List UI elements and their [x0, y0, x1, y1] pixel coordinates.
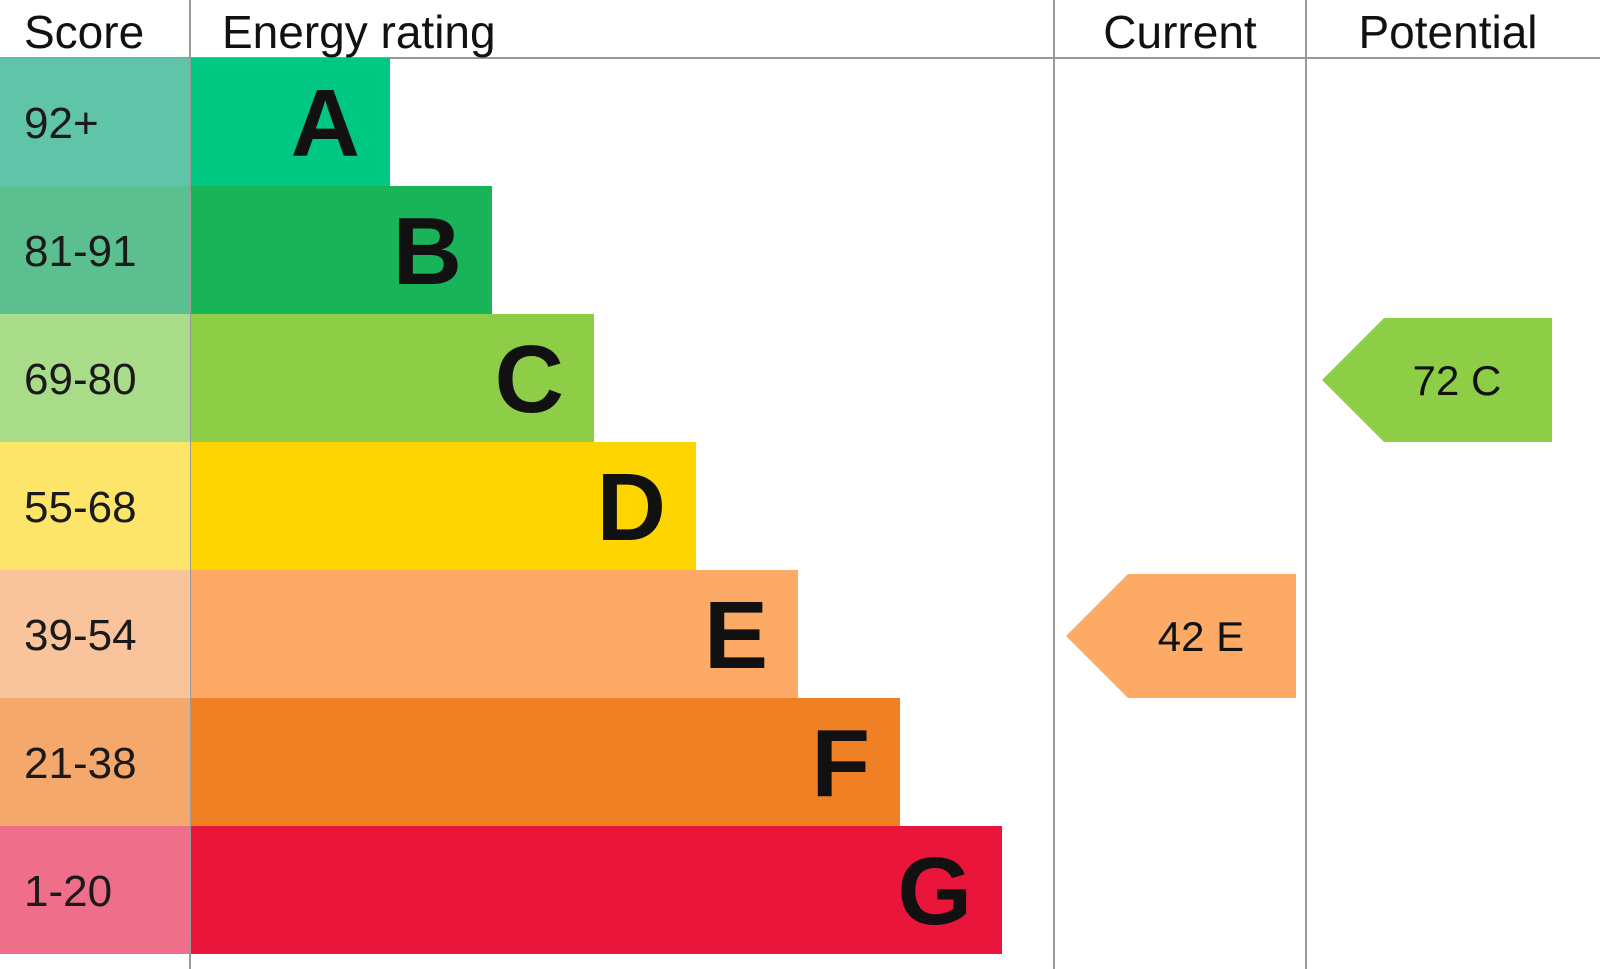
band-bar-G [191, 826, 1002, 954]
score-cell-C [0, 314, 190, 442]
current-arrow [1066, 574, 1296, 698]
score-label-D: 55-68 [24, 483, 137, 532]
score-cell-D [0, 442, 190, 570]
band-letter-D: D [597, 454, 666, 561]
band-bar-F [191, 698, 900, 826]
potential-rating-label: 72 C [1413, 357, 1502, 404]
band-letter-B: B [393, 198, 462, 305]
score-cell-G [0, 826, 190, 954]
header-energy-rating: Energy rating [222, 6, 496, 58]
band-bar-C [191, 314, 594, 442]
band-bar-E [191, 570, 798, 698]
score-label-B: 81-91 [24, 227, 137, 276]
score-cell-F [0, 698, 190, 826]
band-letter-E: E [704, 582, 768, 689]
score-cell-A [0, 58, 190, 186]
score-label-F: 21-38 [24, 739, 137, 788]
score-label-A: 92+ [24, 99, 99, 148]
current-rating-label: 42 E [1158, 613, 1244, 660]
band-letter-G: G [897, 838, 972, 945]
header-potential: Potential [1358, 6, 1537, 58]
band-bar-D [191, 442, 696, 570]
score-label-G: 1-20 [24, 867, 112, 916]
header-score: Score [24, 6, 144, 58]
band-letter-A: A [291, 70, 360, 177]
potential-arrow [1322, 318, 1552, 442]
band-letter-F: F [811, 710, 870, 817]
score-label-E: 39-54 [24, 611, 137, 660]
band-letter-C: C [495, 326, 564, 433]
band-bar-A [191, 58, 390, 186]
score-label-C: 69-80 [24, 355, 137, 404]
score-cell-B [0, 186, 190, 314]
band-bar-B [191, 186, 492, 314]
header-current: Current [1103, 6, 1257, 58]
score-cell-E [0, 570, 190, 698]
